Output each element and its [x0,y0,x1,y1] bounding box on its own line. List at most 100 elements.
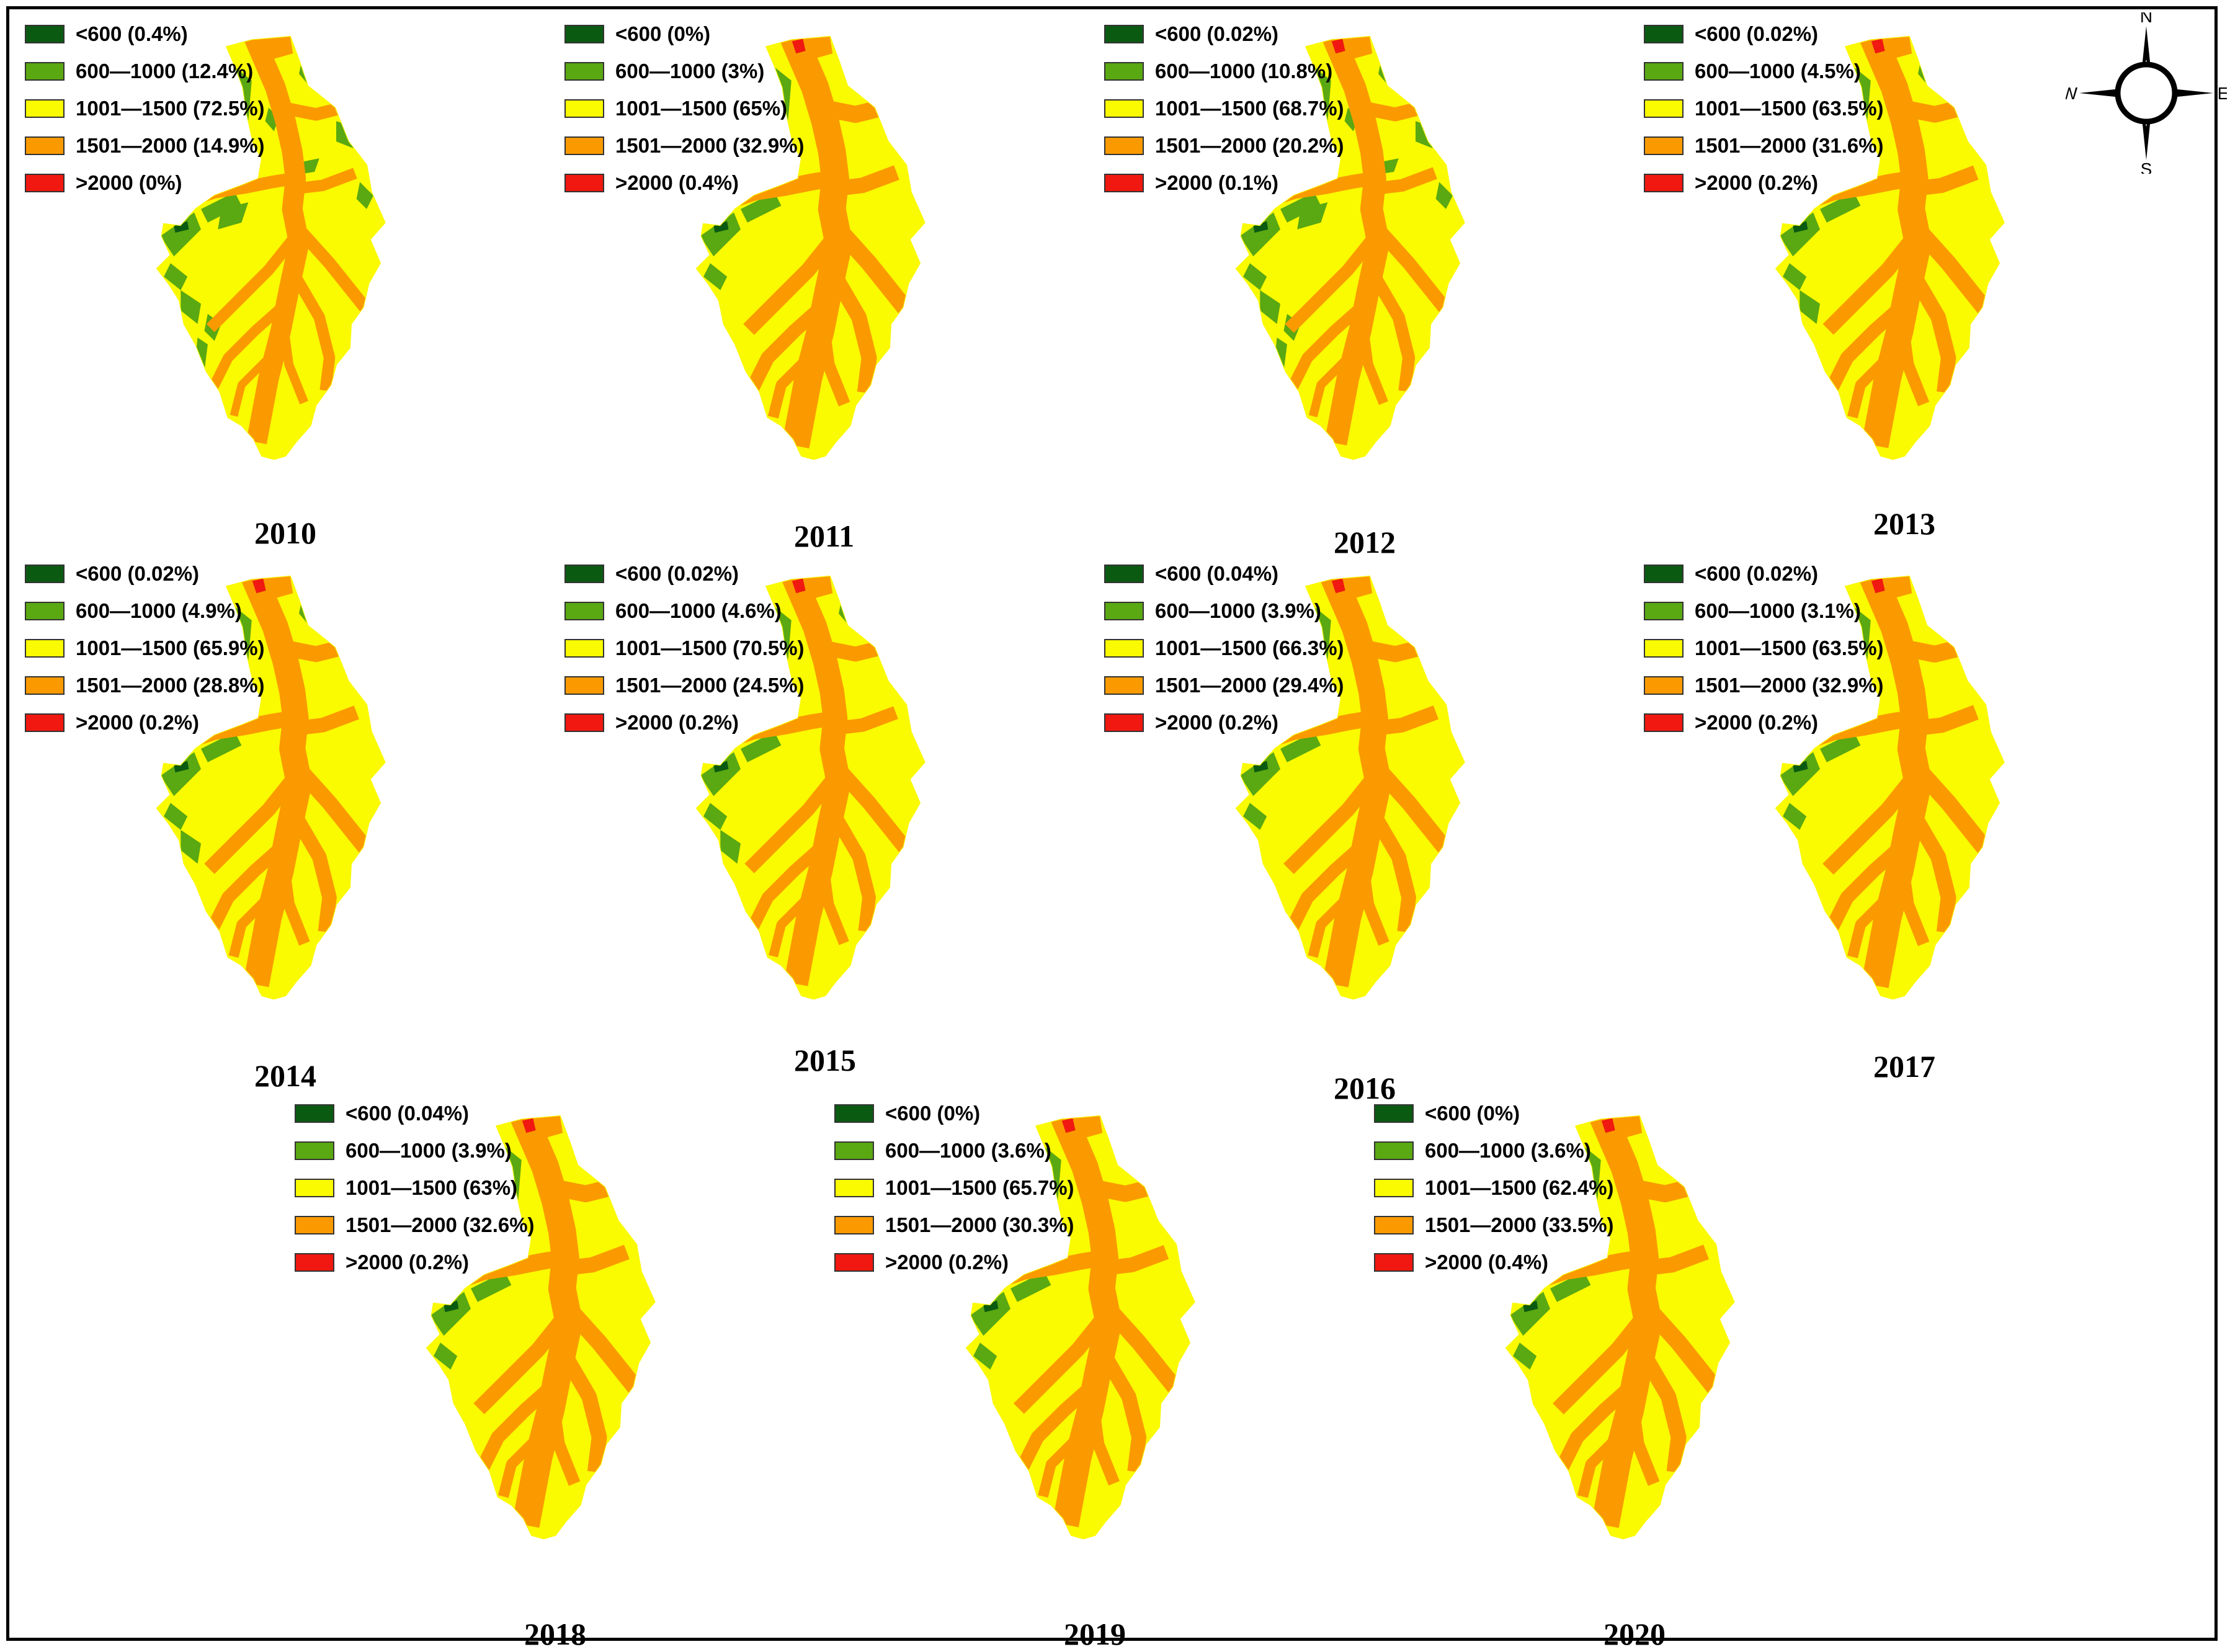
legend-item: 1501—2000 (29.4%) [1104,670,1344,701]
zone-600-1000-patch [356,182,373,209]
legend-label: 1001—1500 (65.9%) [76,636,265,659]
compass-rose-icon: N S E W [2066,12,2227,174]
zone-600-1000-patch [471,1271,512,1302]
legend-label: 600—1000 (4.9%) [76,599,242,622]
legend-item: 600—1000 (4.9%) [25,596,242,627]
legend-item: >2000 (0.4%) [564,167,739,199]
legend-item: <600 (0.02%) [25,558,199,589]
legend-label: 1501—2000 (24.5%) [615,674,805,697]
year-label: 2020 [1603,1617,1666,1651]
legend-label: <600 (0%) [885,1102,981,1125]
legend-label: 1501—2000 (32.9%) [1695,674,1884,697]
zone-600-1000-patch [181,290,201,324]
legend-swatch [295,1179,334,1197]
zone-1501-2000-branch [1308,890,1355,958]
watershed-map-2017 [1775,575,2005,1000]
zone-lt600-patch [983,1300,999,1313]
zone-1501-2000-branch [744,293,836,395]
legend-swatch [1104,25,1144,43]
legend-swatch [834,1253,874,1272]
legend-label: 600—1000 (12.4%) [76,60,254,83]
zone-1501-2000-branch [824,266,877,394]
zone-600-1000-patch [970,1292,1010,1336]
zone-600-1000-patch [301,158,319,174]
zone-600-1000-patch [1800,290,1820,324]
legend-label: 600—1000 (3.9%) [1155,599,1321,622]
zone-1501-2000-branch [1366,268,1416,392]
legend-item: >2000 (0.2%) [834,1247,1009,1278]
legend-label: 600—1000 (3.9%) [346,1139,512,1162]
zone-1501-2000-branch [1634,1345,1687,1473]
legend-item: >2000 (0.2%) [1644,707,1818,738]
legend-label: 1501—2000 (31.6%) [1695,134,1884,157]
zone-600-1000-patch [1243,263,1267,290]
zone-lt600-patch [1793,221,1808,233]
zone-1501-2000-branch [1086,1396,1120,1486]
zone-600-1000-patch [973,1342,997,1370]
legend-label: 1001—1500 (66.3%) [1155,636,1344,659]
zone-lt600-patch [1793,761,1808,773]
legend-label: 600—1000 (3.6%) [1425,1139,1591,1162]
zone-1501-2000-branch [288,269,336,391]
legend-swatch [1644,565,1684,583]
zone-1501-2000-branch [817,857,849,945]
watershed-map-2011 [695,35,925,460]
watershed-map-2019 [965,1115,1195,1540]
zone-1501-2000-branch [1906,217,2001,326]
legend-item: >2000 (0%) [25,167,182,199]
legend-label: >2000 (0.2%) [1155,711,1279,734]
legend-label: 1001—1500 (70.5%) [615,636,805,659]
legend-label: 600—1000 (3.6%) [885,1139,1051,1162]
zone-gt2000-peak [1601,1118,1615,1133]
zone-600-1000-patch [218,202,249,230]
zone-1501-2000-branch [1365,705,1439,737]
zone-600-1000-patch [1275,337,1287,372]
year-label: 2015 [794,1043,856,1078]
legend-swatch [564,713,604,732]
zone-600-1000-patch [434,1342,458,1370]
zone-1501-2000-branch [1095,1346,1147,1473]
zone-gt2000-peak [1331,38,1345,54]
legend-swatch [1374,1104,1414,1123]
zone-1501-2000-branch [1625,1396,1660,1486]
legend-item: 1501—2000 (32.9%) [564,130,805,161]
zone-1501-2000-branch [769,891,815,958]
watershed-map-2016 [1235,575,1465,1000]
zone-1501-2000-branch [287,757,381,865]
figure-frame [6,6,2218,1641]
legend-label: >2000 (0.2%) [346,1251,470,1274]
legend-label: 1001—1500 (65%) [615,97,788,120]
legend-label: 1001—1500 (63.5%) [1695,636,1884,659]
zone-1501-2000-branch [744,766,845,873]
watershed-map-2013 [1775,35,2005,460]
legend-item: >2000 (0.2%) [25,707,199,738]
zone-600-1000-patch [1783,803,1807,830]
zone-1501-2000-branch [1283,765,1386,875]
zone-1501-2000-branch [288,167,357,195]
year-label: 2010 [254,516,316,550]
zone-1501-2000-branch [290,220,379,323]
legend-swatch [1374,1216,1414,1235]
legend-swatch [25,713,65,732]
zone-1501-2000-branch [1554,1373,1645,1474]
legend-swatch [834,1104,874,1123]
legend-item: 1001—1500 (65%) [564,93,787,124]
zone-1501-2000-branch [555,1244,630,1277]
legend-item: 1501—2000 (32.9%) [1644,670,1884,701]
watershed-map-2020 [1505,1115,1735,1540]
legend-swatch [1104,713,1144,732]
legend-item: >2000 (0.2%) [1104,707,1278,738]
zone-lt600-patch [1253,221,1269,233]
legend-item: 1501—2000 (24.5%) [564,670,805,701]
zone-600-1000-patch [1513,1342,1537,1370]
zone-1501-2000-branch [1015,1373,1105,1473]
legend-label: 600—1000 (3.1%) [1695,599,1861,622]
legend-item: 1501—2000 (30.3%) [834,1210,1074,1241]
zone-1501-2000-branch [1636,1297,1731,1406]
legend-label: <600 (0.02%) [1695,562,1819,585]
zone-1501-2000-branch [1891,97,1973,123]
zone-1501-2000-branch [542,1176,623,1203]
zone-600-1000-patch [703,263,728,290]
legend-swatch [25,174,65,192]
zone-1501-2000-branch [825,165,899,198]
